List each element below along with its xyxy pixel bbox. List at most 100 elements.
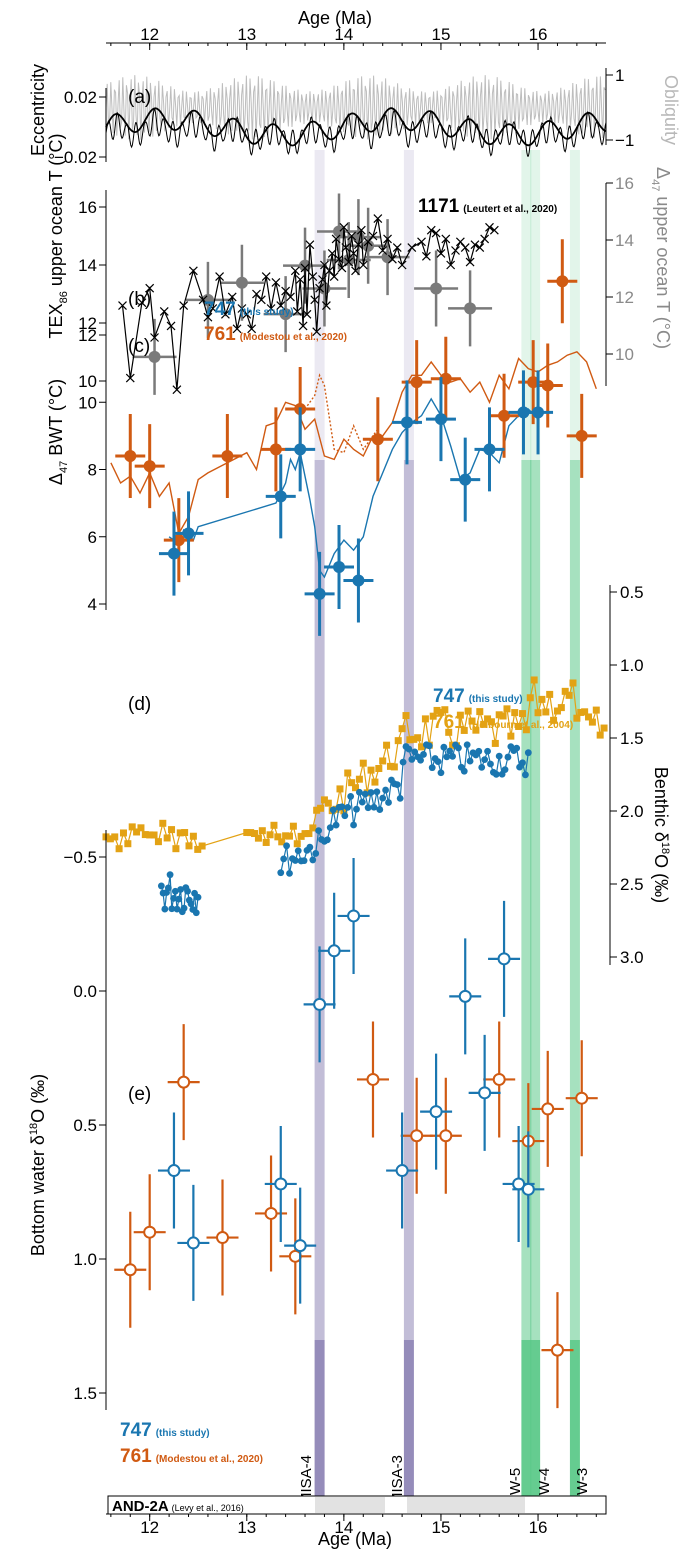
- panel-d-761-marker: [561, 687, 569, 695]
- panel-d-747-marker: [157, 882, 165, 890]
- panel-d-747-marker: [291, 857, 299, 864]
- panel-d-747-marker: [513, 744, 521, 752]
- panel-d-tick-label: 0.5: [620, 583, 644, 602]
- panel-d-761-marker: [557, 704, 565, 712]
- panel-e-tick-label: 1.0: [73, 1250, 97, 1269]
- panel-d-747-marker: [355, 788, 363, 796]
- panel-b-left-tick-label: 16: [78, 198, 97, 217]
- panel-b-tex86-marker: [446, 260, 456, 270]
- panel-d-761-marker: [519, 710, 527, 718]
- panel-c-747-point: [274, 490, 287, 503]
- panel-b-tex86-marker: [407, 243, 417, 253]
- panel-e-747-point: [521, 1182, 535, 1196]
- panel-e-747-point: [347, 909, 361, 923]
- panel-e-747-point: [429, 1105, 443, 1119]
- panel-b-tex86-series: [118, 214, 499, 395]
- panel-d-747-marker: [300, 857, 308, 865]
- panel-b-tex86-marker: [145, 283, 155, 293]
- panel-b-tex86-marker: [344, 257, 354, 267]
- panel-b-tex86-marker: [308, 272, 318, 282]
- panel-d-747-marker: [487, 760, 494, 768]
- panel-b-tex86-marker: [237, 304, 247, 313]
- panel-d-747-marker: [455, 744, 462, 752]
- panel-d-761-marker: [348, 779, 356, 787]
- panel-b-tex86-marker: [383, 234, 392, 244]
- panel-d-legend-747: 747 (this study): [433, 686, 523, 707]
- panel-d-761-marker: [550, 716, 558, 724]
- panel-b-tex86-marker: [271, 277, 281, 287]
- panel-d-747-marker: [382, 786, 390, 794]
- event-bar-mid-pw3: [569, 460, 580, 1340]
- panel-d-761-marker: [355, 775, 363, 783]
- panel-d-747-marker: [466, 757, 474, 765]
- panel-d-761-marker: [546, 690, 554, 698]
- panel-d-761-marker: [313, 806, 321, 814]
- panel-d-747-marker: [294, 847, 302, 855]
- panel-a-ylabel-right: Obliquity: [661, 75, 681, 145]
- panel-c-legend-747: 747 (this study): [204, 299, 294, 320]
- panel-d-747-marker: [326, 824, 334, 832]
- panel-d-761-marker: [185, 842, 193, 850]
- panel-c-747-point: [313, 587, 326, 600]
- panel-d-747-marker: [425, 742, 433, 750]
- panel-c-tick-label: 8: [88, 461, 97, 480]
- panel-b-tex86-marker: [426, 225, 436, 235]
- panel-b-delta47-point: [148, 350, 161, 363]
- panel-d-747-series: [157, 741, 532, 917]
- panel-d-747-marker: [309, 856, 317, 864]
- panel-d-761-marker: [491, 739, 499, 747]
- panel-b-tex86-marker: [232, 324, 242, 334]
- top-tick-label: 14: [334, 25, 353, 44]
- panel-d-761-marker: [503, 705, 511, 713]
- panel-d-761-marker: [282, 832, 290, 840]
- panel-d-747-marker: [420, 751, 427, 758]
- panel-e-747-point: [478, 1086, 492, 1100]
- panel-d-761-marker: [172, 845, 180, 853]
- event-bar-top-pw4: [530, 150, 541, 460]
- panel-d-747-marker: [329, 806, 337, 814]
- panel-d-747-marker: [361, 790, 369, 798]
- panel-d-761-marker: [194, 845, 202, 853]
- panel-d-747-marker: [194, 893, 202, 901]
- panel-b-tex86-marker: [356, 225, 366, 235]
- panel-c-tick-label: 4: [88, 595, 97, 614]
- event-bar-bottom-pw3: [569, 1340, 580, 1496]
- panel-d-761-marker: [472, 726, 480, 734]
- panel-b-tex86-marker: [312, 327, 322, 337]
- panel-d-761-marker: [588, 718, 596, 726]
- panel-b-delta47-point: [464, 302, 477, 315]
- panel-c-747-point: [400, 416, 413, 429]
- panel-d-761-marker: [270, 821, 278, 829]
- panel-b-tex86-marker: [125, 373, 135, 383]
- panel-d-761-marker: [464, 707, 472, 715]
- panel-e-tick-label: −0.5: [63, 848, 97, 867]
- panel-b-tex86-marker: [302, 309, 312, 319]
- panel-c-761-point: [439, 372, 452, 385]
- panel-b-tex86-marker: [378, 246, 388, 255]
- panel-c-ylabel: Δ47 BWT (°C): [46, 379, 70, 485]
- panel-b-tex86-marker: [436, 248, 446, 258]
- panel-d-761-marker: [352, 784, 360, 792]
- panel-b-tex86-marker: [347, 231, 357, 241]
- panel-b-tex86-marker: [318, 275, 327, 284]
- panel-d-761-marker: [441, 706, 449, 714]
- panel-d-tick-label: 2.5: [620, 875, 644, 894]
- panel-b-tex86-marker: [166, 321, 176, 331]
- panel-d-761-marker: [150, 831, 158, 839]
- panel-b-tex86-marker: [295, 275, 305, 284]
- panel-b-tex86-marker: [179, 301, 189, 311]
- panel-d-761-marker: [254, 834, 262, 842]
- panel-d-747-marker: [524, 749, 532, 757]
- panel-b-tex86-marker: [320, 260, 329, 270]
- panel-b-tex86-marker: [220, 309, 230, 319]
- panel-d-761-marker: [344, 769, 352, 777]
- panel-b-tex86-marker: [172, 385, 182, 395]
- panel-e-747-point: [313, 997, 327, 1011]
- panel-c-label: (c): [128, 336, 150, 357]
- panel-c-761-dotted: [304, 373, 379, 454]
- panel-b-tex86-marker: [300, 263, 310, 273]
- panel-d-747-marker: [519, 759, 526, 767]
- panel-e: (e) 747 (this study) 761 (Modestou et al.,…: [28, 830, 598, 1467]
- bottom-tick-label: 16: [529, 1518, 548, 1537]
- panel-b-tex86-marker: [215, 272, 225, 282]
